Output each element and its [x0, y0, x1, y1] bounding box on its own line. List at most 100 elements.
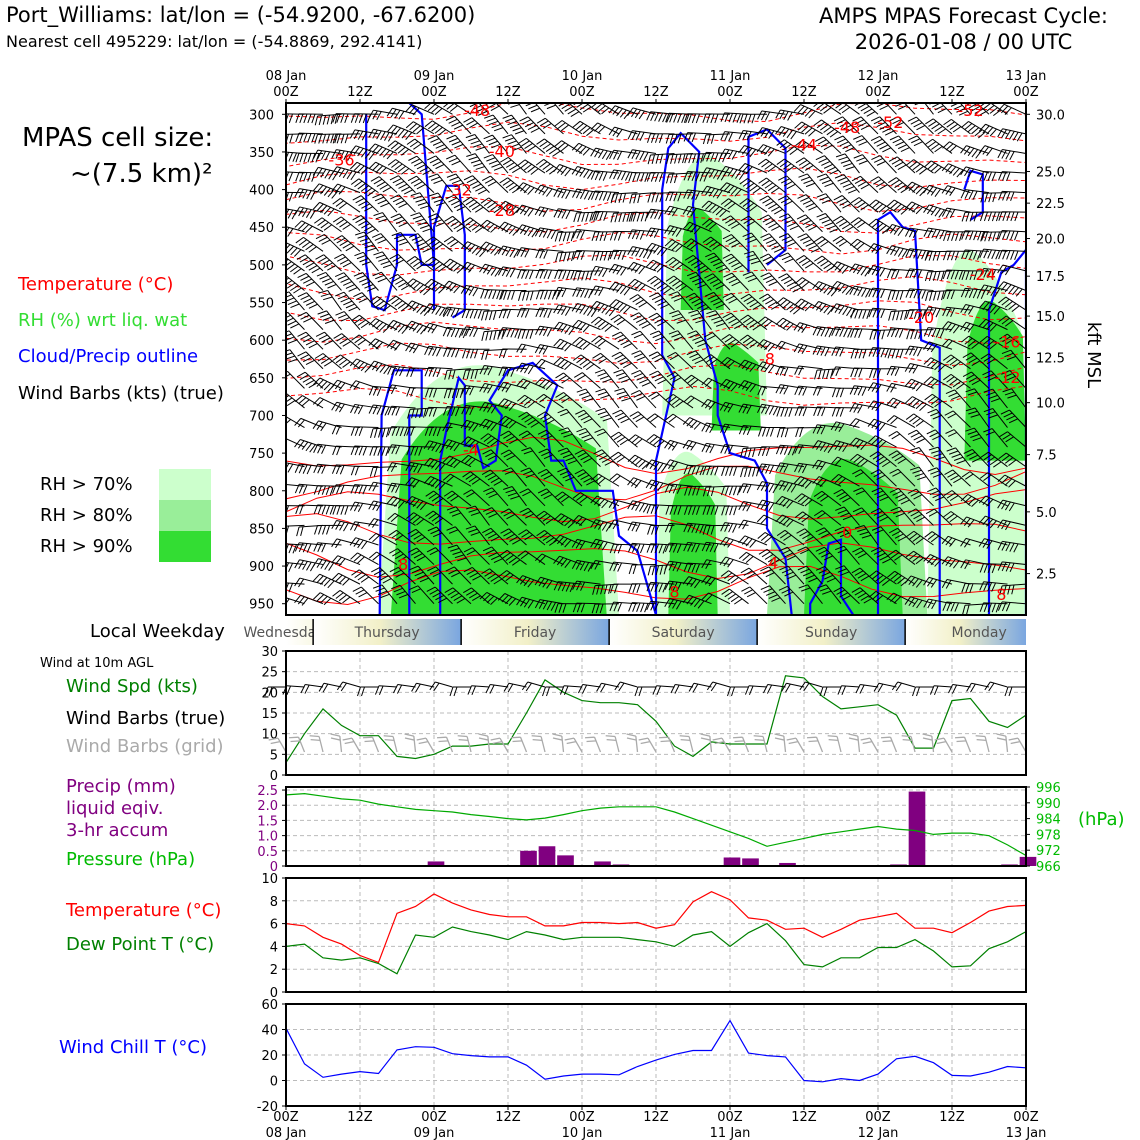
- wind-barb: [835, 153, 860, 174]
- wind-barb: [286, 275, 305, 294]
- y-tick-label: 1.0: [257, 830, 278, 845]
- wind-barb: [557, 467, 583, 487]
- wind-barb: [852, 116, 879, 135]
- wind-barb: [871, 487, 897, 507]
- wind-barb: [867, 400, 897, 412]
- wind-barb: [683, 374, 712, 389]
- legend-wind-barbs: Wind Barbs (kts) (true): [18, 383, 224, 404]
- wind-barb: [759, 253, 786, 272]
- wind-barb: [479, 401, 509, 414]
- wind-barb: [331, 555, 361, 567]
- wind-barb: [286, 132, 287, 135]
- wind-barb: [830, 421, 860, 433]
- wind-barb: [701, 592, 731, 605]
- x-tick-hour-bottom: 12Z: [643, 1110, 669, 1125]
- y-tick-label: 8: [270, 895, 278, 910]
- wind-barb: [946, 447, 971, 467]
- wind-barb: [760, 585, 786, 605]
- wind-barb: [927, 487, 953, 507]
- wind-barb: [923, 376, 953, 389]
- wind-barb: [297, 272, 324, 291]
- wind-barb: [812, 440, 842, 454]
- wind-barb: [831, 346, 860, 357]
- wind-barb: [608, 126, 638, 138]
- wind-barb: [389, 253, 416, 272]
- wind-barb: [443, 236, 472, 252]
- dewpoint-line: [285, 922, 1027, 975]
- wind-barb-true: [318, 682, 342, 693]
- wind-barb: [572, 250, 601, 260]
- wind-barb: [814, 368, 842, 380]
- wind-barb: [295, 504, 324, 515]
- wind-barb: [517, 394, 546, 409]
- wind-barb: [914, 103, 934, 115]
- wind-barb: [702, 113, 731, 124]
- wind-barb: [479, 365, 509, 376]
- wind-barb-grid: [806, 736, 824, 753]
- wind-barb: [886, 223, 916, 237]
- wind-barb: [628, 602, 657, 613]
- wind-barb: [498, 570, 527, 585]
- wind-barb: [997, 499, 1026, 512]
- wind-barb: [446, 526, 472, 546]
- wind-barb: [960, 121, 990, 139]
- wind-barb-true: [411, 682, 435, 693]
- wind-barb: [961, 270, 990, 281]
- x-tick-date-top: 11 Jan: [710, 69, 751, 84]
- wind-barb: [466, 505, 490, 526]
- wind-barb: [945, 429, 971, 448]
- windchill-line: [285, 1019, 1027, 1083]
- temp-contour-label: -24: [970, 265, 996, 284]
- wind-barb: [962, 603, 990, 615]
- wind-barb: [294, 542, 324, 553]
- legend-cloud-outline: Cloud/Precip outline: [18, 346, 199, 367]
- wind-barb: [669, 310, 694, 330]
- wind-barb: [979, 581, 1008, 592]
- wind-barb-true: [503, 682, 527, 693]
- wind-barb: [702, 354, 731, 370]
- wind-barb: [978, 300, 1008, 315]
- temp-contour-label: -4: [463, 440, 479, 459]
- wind-barb: [941, 556, 971, 569]
- wind-barb: [960, 321, 990, 333]
- wind-barb: [614, 387, 638, 409]
- wind-10m-label: Wind at 10m AGL: [40, 656, 154, 671]
- wind-barb: [776, 407, 805, 417]
- wind-barb-true: [929, 685, 953, 695]
- wind-barb: [923, 184, 953, 197]
- wind-barb: [368, 532, 398, 546]
- wind-barb: [923, 227, 953, 240]
- temp-contour-label: 0: [842, 523, 852, 542]
- wind-barb: [835, 506, 860, 526]
- wind-barb-grid: [404, 733, 417, 753]
- wind-barb-grid: [416, 737, 435, 753]
- wind-barb: [553, 286, 583, 298]
- wind-barb: [998, 190, 1026, 202]
- wind-barb: [427, 526, 453, 546]
- wind-barb: [444, 587, 472, 605]
- wind-barb: [979, 563, 1008, 574]
- wind-barb: [870, 116, 897, 136]
- wind-barb: [628, 542, 657, 554]
- wind-barb: [794, 277, 823, 291]
- y-tick-label: 10: [261, 872, 278, 887]
- wind-barb: [886, 382, 916, 393]
- wind-barb: [850, 328, 879, 338]
- wind-barb: [720, 485, 749, 496]
- wind-barb: [442, 326, 472, 339]
- cloud-outline: [365, 103, 436, 312]
- wind-barb: [924, 270, 953, 282]
- temp-contour-label: -12: [994, 368, 1020, 387]
- wind-barb: [352, 195, 379, 213]
- dewpoint-label: Dew Point T (°C): [66, 934, 215, 955]
- wind-barb: [462, 471, 490, 487]
- wind-barb: [350, 403, 379, 415]
- y-tick-label-right: 15.0: [1036, 310, 1065, 325]
- wind-barb: [627, 434, 657, 448]
- wind-barb-grid: [552, 733, 565, 753]
- wind-barb: [410, 192, 435, 213]
- wind-barb: [775, 495, 805, 509]
- wind-barb: [978, 123, 1008, 137]
- wind-barb: [905, 530, 934, 546]
- cloud-outline: [432, 184, 466, 319]
